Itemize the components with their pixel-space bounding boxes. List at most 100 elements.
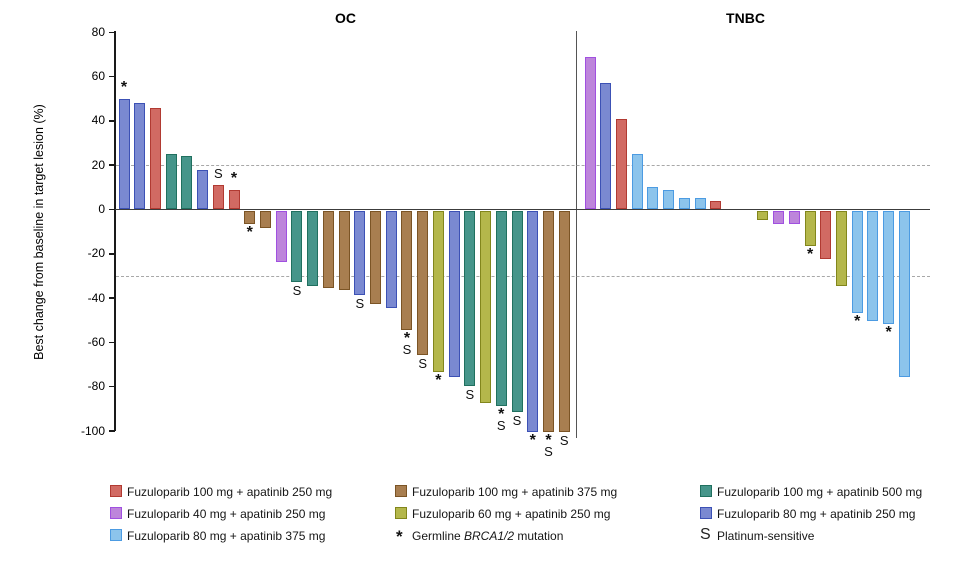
y-tick-label--40: -40 xyxy=(87,290,105,305)
bar-tnbc-2 xyxy=(600,83,612,210)
bar-oc-25 xyxy=(495,210,507,406)
bar-tnbc-18 xyxy=(851,210,863,313)
bar-oc-13 xyxy=(307,210,319,287)
legend-text: Platinum-sensitive xyxy=(717,529,815,543)
flags-oc-9: * xyxy=(241,223,259,241)
bar-tnbc-7 xyxy=(678,198,690,210)
platinum-sensitive-flag: S xyxy=(544,444,553,460)
platinum-sensitive-flag: S xyxy=(402,342,412,358)
bar-tnbc-1 xyxy=(584,56,596,210)
bar-tnbc-14 xyxy=(788,210,800,224)
teal-swatch xyxy=(700,485,712,497)
y-tick-label--60: -60 xyxy=(87,334,105,349)
red-swatch xyxy=(110,485,122,497)
y-axis-label: Best change from baseline in target lesi… xyxy=(32,104,46,360)
group-title-oc: OC xyxy=(335,10,356,26)
flags-oc-29: S xyxy=(555,434,573,447)
y-tick-label--80: -80 xyxy=(87,379,105,394)
brown-swatch xyxy=(395,485,407,497)
y-tick--100 xyxy=(109,430,115,432)
flags-oc-25: * S xyxy=(492,405,510,433)
bar-oc-10 xyxy=(259,210,271,229)
bar-tnbc-19 xyxy=(867,210,879,322)
bar-tnbc-15 xyxy=(804,210,816,247)
flags-oc-16: S xyxy=(351,297,369,310)
flags-tnbc-20: * xyxy=(880,323,898,341)
legend-label: Fuzuloparib 100 mg + apatinib 375 mg xyxy=(412,485,618,499)
flags-oc-8: * xyxy=(225,169,243,187)
platinum-sensitive-flag: S xyxy=(465,386,475,402)
bar-oc-26 xyxy=(511,210,523,413)
y-tick--20 xyxy=(109,253,115,255)
y-tick-label-60: 60 xyxy=(91,69,105,84)
legend-label: Fuzuloparib 80 mg + apatinib 375 mg xyxy=(127,529,326,543)
flags-oc-7: S xyxy=(209,166,227,182)
bar-oc-11 xyxy=(275,210,287,262)
lightblue-swatch xyxy=(110,529,122,541)
legend-label: Platinum-sensitive xyxy=(717,529,814,543)
bar-oc-6 xyxy=(197,169,209,210)
bar-tnbc-3 xyxy=(615,118,627,210)
bar-oc-9 xyxy=(244,210,256,224)
y-tick-80 xyxy=(109,31,115,33)
bar-oc-4 xyxy=(165,154,177,210)
bar-oc-18 xyxy=(385,210,397,309)
brca-mutation-flag: * xyxy=(806,246,814,264)
blue-swatch xyxy=(700,507,712,519)
bar-oc-3 xyxy=(149,107,161,210)
brca-mutation-flag: * xyxy=(545,432,552,450)
orchid-swatch xyxy=(110,507,122,519)
y-tick-40 xyxy=(109,120,115,122)
bar-oc-29 xyxy=(558,210,570,433)
flags-tnbc-15: * xyxy=(801,246,819,264)
flags-oc-19: * S xyxy=(398,331,416,358)
flags-oc-28: * S xyxy=(539,432,557,460)
y-tick-label-0: 0 xyxy=(98,202,105,216)
bar-oc-8 xyxy=(228,189,240,210)
platinum-sensitive-flag: S xyxy=(512,413,522,429)
flags-oc-27: * xyxy=(524,433,542,449)
bar-tnbc-16 xyxy=(820,210,832,260)
bar-oc-1 xyxy=(118,98,130,210)
bar-oc-16 xyxy=(354,210,366,295)
yellow-swatch xyxy=(395,507,407,519)
flags-oc-21: * xyxy=(429,373,447,389)
y-tick-label--100: -100 xyxy=(80,423,105,438)
bar-tnbc-9 xyxy=(710,200,722,210)
reference-line-20 xyxy=(116,165,930,167)
bar-oc-20 xyxy=(417,210,429,355)
brca-mutation-flag: * xyxy=(246,223,253,241)
bar-oc-15 xyxy=(338,210,350,291)
bar-oc-14 xyxy=(322,210,334,289)
legend-label: Fuzuloparib 60 mg + apatinib 250 mg xyxy=(412,507,611,521)
platinum-sensitive-flag: S xyxy=(292,282,302,298)
brca-mutation-flag: * xyxy=(230,169,238,187)
bar-oc-7 xyxy=(212,185,224,210)
y-tick-label-20: 20 xyxy=(91,157,105,172)
bar-oc-24 xyxy=(480,210,492,404)
y-tick--40 xyxy=(109,297,115,299)
flags-oc-1: * xyxy=(115,78,133,96)
legend-label: Fuzuloparib 80 mg + apatinib 250 mg xyxy=(717,507,916,521)
y-tick-0 xyxy=(109,208,115,211)
bar-tnbc-4 xyxy=(631,154,643,210)
y-tick-label-40: 40 xyxy=(91,113,105,128)
brca-mutation-flag: * xyxy=(498,405,505,423)
bar-oc-28 xyxy=(542,210,554,433)
legend-label: Fuzuloparib 40 mg + apatinib 250 mg xyxy=(127,507,326,521)
platinum-sensitive-flag: S xyxy=(213,166,223,182)
bar-oc-22 xyxy=(448,210,460,377)
bar-tnbc-12 xyxy=(757,210,769,220)
y-tick-60 xyxy=(109,75,115,78)
flags-oc-26: S xyxy=(508,413,526,429)
platinum-sensitive-flag: S xyxy=(496,417,506,433)
flags-oc-23: S xyxy=(461,386,479,402)
legend-symbol: S xyxy=(700,526,711,543)
brca-mutation-flag: * xyxy=(885,323,892,341)
brca-mutation-flag: * xyxy=(120,78,128,96)
y-tick--80 xyxy=(109,385,115,388)
legend-text: mutation xyxy=(514,529,564,543)
reference-line--30 xyxy=(116,275,930,277)
bar-oc-2 xyxy=(134,103,146,210)
